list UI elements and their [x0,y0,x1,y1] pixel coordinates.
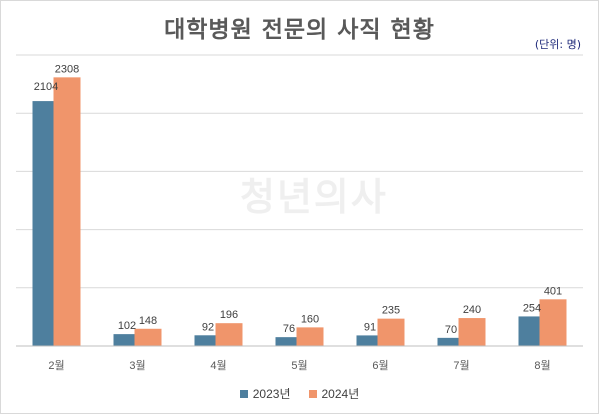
x-tick-label: 5월 [291,359,307,372]
bar-2024년-3월 [134,328,162,346]
legend-swatch-2023 [239,389,248,398]
legend-label-2023: 2023년 [252,387,291,401]
data-label-2023년-8월: 254 [523,302,541,314]
legend-swatch-2024 [308,389,317,398]
legend-label-2024: 2024년 [321,387,360,401]
x-tick-label: 7월 [453,359,469,372]
data-label-2024년-4월: 196 [220,309,238,321]
watermark: 청년의사 [240,175,388,219]
unit-note: (단위: 명) [534,38,581,51]
bar-2023년-7월 [437,337,465,346]
data-label-2023년-4월: 92 [202,321,214,333]
data-label-2024년-2월: 2308 [55,63,79,75]
bar-2024년-6월 [377,318,405,346]
bar-2024년-2월 [53,77,81,346]
bar-2024년-4월 [215,323,243,346]
bar-2024년-5월 [296,327,324,346]
x-tick-label: 8월 [534,359,550,372]
x-tick-label: 6월 [372,359,388,372]
data-label-2023년-6월: 91 [364,321,376,333]
bar-2023년-6월 [356,335,384,346]
legend: 2023년 2024년 [0,385,599,402]
bar-2023년-5월 [275,337,303,346]
chart-title: 대학병원 전문의 사직 현황 [164,17,435,43]
legend-item-2023: 2023년 [239,385,291,402]
data-label-2024년-5월: 160 [301,313,319,325]
legend-item-2024: 2024년 [308,385,360,402]
bar-2024년-8월 [539,299,567,346]
bar-2023년-3월 [113,334,141,346]
data-label-2023년-2월: 2104 [34,81,58,93]
data-label-2023년-7월: 70 [445,324,457,336]
data-label-2023년-5월: 76 [283,323,295,335]
data-label-2024년-6월: 235 [382,305,400,317]
x-tick-label: 3월 [129,359,145,372]
data-label-2024년-3월: 148 [139,315,157,327]
data-label-2024년-7월: 240 [463,304,481,316]
x-tick-label: 4월 [210,359,226,372]
bar-2023년-4월 [194,335,222,346]
data-label-2023년-3월: 102 [118,320,136,332]
data-label-2024년-8월: 401 [544,285,562,297]
x-tick-label: 2월 [48,359,64,372]
bar-2024년-7월 [458,318,486,346]
